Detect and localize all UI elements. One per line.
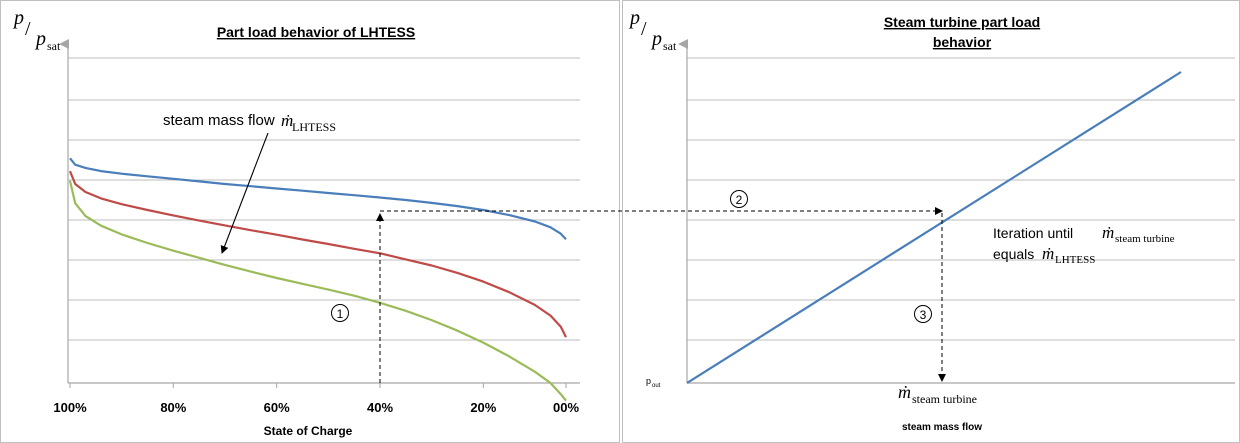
left-y-label-p2: p	[34, 28, 46, 50]
steam-mass-flow-arrow	[220, 132, 269, 254]
left-chart-title: Part load behavior of LHTESS	[217, 24, 415, 40]
x-marker-symbol: ṁ	[898, 382, 911, 402]
iteration-annotation: Iteration until ṁ steam turbine equals ṁ…	[993, 223, 1175, 266]
left-y-label-slash: /	[25, 18, 31, 40]
left-tick-label-4: 20%	[470, 400, 496, 415]
marker-1-circle	[331, 304, 349, 322]
left-y-label-sub: sat	[47, 39, 61, 53]
origin-label-main: p	[646, 376, 651, 386]
marker-1: 1	[331, 304, 349, 322]
x-marker-sub: steam turbine	[912, 392, 977, 406]
steam-mass-flow-sub: LHTESS	[292, 120, 336, 134]
right-y-axis-label: p / p sat	[628, 7, 677, 53]
left-tick-label-0: 100%	[53, 400, 87, 415]
marker-2-label: 2	[736, 193, 743, 207]
steam-mass-flow-annotation: steam mass flow ṁ LHTESS	[163, 111, 336, 254]
right-y-label-sub: sat	[663, 39, 677, 53]
origin-label-sub: out	[652, 383, 661, 389]
marker-3: 3	[914, 305, 932, 323]
left-tick-label-2: 60%	[264, 400, 290, 415]
left-y-label-p: p	[12, 7, 24, 29]
right-chart: Steam turbine part load behavior p / p s…	[628, 7, 1235, 433]
marker-2: 2	[730, 190, 748, 208]
steam-mass-flow-symbol: ṁ	[281, 111, 293, 130]
marker-2-circle	[730, 190, 748, 208]
iteration-symbol-1: ṁ	[1102, 223, 1114, 242]
right-y-label-slash: /	[641, 18, 647, 40]
left-tick-label-5: 00%	[553, 400, 579, 415]
left-tick-label-1: 80%	[160, 400, 186, 415]
right-x-axis-label: steam mass flow	[902, 422, 982, 433]
right-chart-title-line1: Steam turbine part load	[884, 14, 1040, 30]
left-y-axis-label: p / p sat	[12, 7, 61, 53]
left-tick-labels: 100% 80% 60% 40% 20% 00%	[53, 383, 579, 415]
iteration-sub-1: steam turbine	[1115, 233, 1175, 245]
iteration-sub-2: LHTESS	[1055, 254, 1095, 266]
marker-1-label: 1	[337, 307, 344, 321]
x-marker-label: ṁ steam turbine	[898, 382, 977, 406]
origin-label: p out	[646, 376, 661, 389]
left-series-line-1	[68, 170, 567, 338]
left-chart: 100% 80% 60% 40% 20% 00% Part load behavior o…	[12, 7, 580, 438]
left-series-line-0	[69, 157, 567, 240]
left-series-group	[68, 157, 567, 402]
iteration-text-2: equals	[993, 246, 1034, 262]
right-series-line-0	[686, 71, 1182, 384]
right-gridlines	[687, 57, 1235, 341]
left-x-axis-label: State of Charge	[264, 424, 353, 438]
left-gridlines	[68, 57, 580, 341]
right-chart-title-line2: behavior	[933, 34, 992, 50]
right-y-label-p: p	[628, 7, 640, 29]
right-y-label-p2: p	[650, 28, 662, 50]
left-tick-label-3: 40%	[367, 400, 393, 415]
iteration-symbol-2: ṁ	[1042, 244, 1054, 263]
marker-3-label: 3	[920, 308, 927, 322]
connector-arrows	[376, 207, 946, 383]
iteration-text-1: Iteration until	[993, 225, 1073, 241]
right-panel-frame	[622, 0, 1240, 443]
right-series-group	[686, 71, 1182, 384]
left-series-line-2	[68, 180, 567, 402]
steam-mass-flow-label: steam mass flow	[163, 112, 275, 129]
marker-3-circle	[914, 305, 932, 323]
